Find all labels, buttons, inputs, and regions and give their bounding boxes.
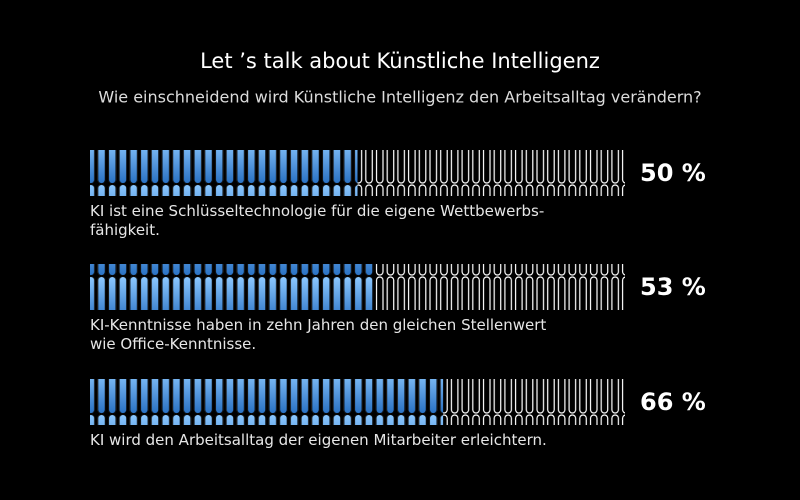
bar [90, 379, 444, 425]
category-label: KI ist eine Schlüsseltechnologie für die… [90, 202, 545, 239]
category-label: KI-Kenntnisse haben in zehn Jahren den g… [90, 316, 547, 353]
bar [90, 150, 358, 196]
value-label: 50 % [640, 159, 706, 187]
chart-subtitle: Wie einschneidend wird Künstliche Intell… [98, 88, 701, 107]
category-label: KI wird den Arbeitsalltag der eigenen Mi… [90, 431, 547, 449]
value-label: 66 % [640, 388, 706, 416]
bar [90, 264, 374, 310]
chart-title: Let ’s talk about Künstliche Intelligenz [200, 49, 600, 73]
value-label: 53 % [640, 273, 706, 301]
